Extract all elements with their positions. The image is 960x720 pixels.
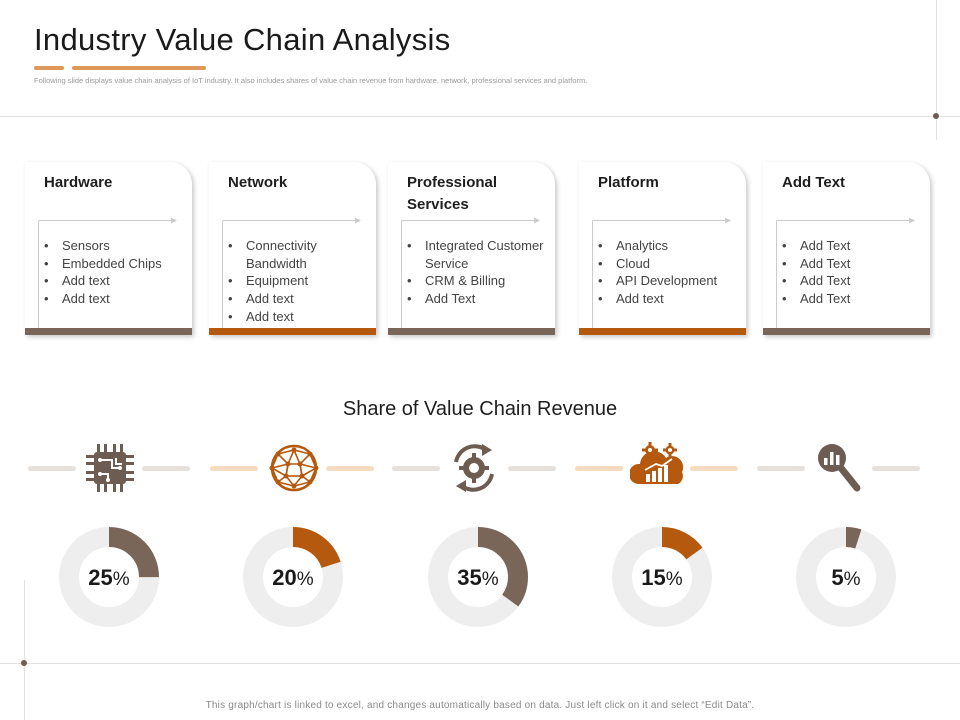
magnifier-chart-icon <box>818 444 861 492</box>
right-frame-line <box>936 0 937 140</box>
list-item: Add text <box>598 290 718 308</box>
list-item: Equipment <box>228 272 373 290</box>
list-item: Add text <box>228 308 373 326</box>
footnote: This graph/chart is linked to excel, and… <box>205 700 755 711</box>
donut-unit: % <box>665 569 683 590</box>
page-subtitle: Following slide displays value chain ana… <box>34 76 588 85</box>
donut-value: 5 <box>831 565 844 590</box>
list-item: Add Text <box>407 290 552 308</box>
donut-segment-add-text[interactable] <box>796 527 896 627</box>
list-item: Analytics <box>598 237 718 255</box>
list-item: Sensors <box>44 237 189 255</box>
title-accent-bar-short <box>34 66 64 70</box>
donut-value: 15 <box>641 565 666 590</box>
card-bottom-bar <box>579 328 746 335</box>
card-hardware: Hardware Sensors Embedded Chips Add text… <box>25 162 192 335</box>
card-arrow <box>38 218 177 328</box>
list-item: Add Text <box>782 272 927 290</box>
card-arrow <box>776 218 915 328</box>
card-list: Connectivity Bandwidth Equipment Add tex… <box>228 237 373 326</box>
list-item: CRM & Billing <box>407 272 552 290</box>
card-title: Hardware <box>44 174 113 191</box>
page-title: Industry Value Chain Analysis <box>34 22 451 57</box>
donut-unit: % <box>481 569 499 590</box>
list-item: Add text <box>44 290 189 308</box>
donut-value-label: 5% <box>791 565 901 591</box>
list-item: Cloud <box>598 255 718 273</box>
connector-line <box>210 466 258 471</box>
list-item: Embedded Chips <box>44 255 189 273</box>
list-item: Add Text <box>782 237 927 255</box>
connector-line <box>142 466 190 471</box>
connector-line <box>690 466 738 471</box>
card-title: Professional Services <box>407 174 498 213</box>
gear-cycle-icon <box>454 444 494 492</box>
title-accent-bar-long <box>72 66 206 70</box>
card-title: Platform <box>598 174 659 191</box>
card-title: Add Text <box>782 174 846 191</box>
connector-line <box>872 466 920 471</box>
network-globe-icon <box>269 444 319 492</box>
card-title: Network <box>228 174 288 191</box>
list-item: API Development <box>598 272 718 290</box>
cloud-analytics-icon <box>630 442 684 484</box>
connector-line <box>508 466 556 471</box>
card-professional-services: Professional Services Integrated Custome… <box>388 162 555 335</box>
card-bottom-bar <box>388 328 555 335</box>
chart-title: Share of Value Chain Revenue <box>342 398 618 420</box>
footer-divider <box>0 663 960 664</box>
donut-value-label: 35% <box>423 565 533 591</box>
connector-line <box>28 466 76 471</box>
left-frame-dot <box>21 660 27 666</box>
card-bottom-bar <box>25 328 192 335</box>
list-item: Add text <box>44 272 189 290</box>
donut-unit: % <box>296 569 314 590</box>
donut-value-label: 25% <box>54 565 164 591</box>
donut-segment-hardware[interactable] <box>59 527 159 627</box>
donut-unit: % <box>112 569 130 590</box>
donut-value: 20 <box>272 565 297 590</box>
card-arrow <box>592 218 731 328</box>
donut-value: 35 <box>457 565 482 590</box>
donut-value-label: 20% <box>238 565 348 591</box>
card-bottom-bar <box>209 328 376 335</box>
list-item: Add Text <box>782 290 927 308</box>
list-item: Add Text <box>782 255 927 273</box>
card-platform: Platform Analytics Cloud API Development… <box>579 162 746 335</box>
circuit-chip-icon <box>86 444 134 492</box>
donut-segment-platform[interactable] <box>612 527 712 627</box>
left-frame-line <box>24 580 25 720</box>
card-list: Add Text Add Text Add Text Add Text <box>782 237 927 308</box>
connector-line <box>575 466 623 471</box>
card-bottom-bar <box>763 328 930 335</box>
card-arrow <box>401 218 540 328</box>
donut-value: 25 <box>88 565 113 590</box>
donut-unit: % <box>843 569 861 590</box>
card-arrow <box>222 218 361 328</box>
card-list: Sensors Embedded Chips Add text Add text <box>44 237 189 308</box>
connector-line <box>392 466 440 471</box>
connector-line <box>757 466 805 471</box>
card-add-text: Add Text Add Text Add Text Add Text Add … <box>763 162 930 335</box>
donut-segment-professional-services[interactable] <box>428 527 528 627</box>
card-list: Integrated Customer Service CRM & Billin… <box>407 237 552 308</box>
card-list: Analytics Cloud API Development Add text <box>598 237 718 308</box>
card-network: Network Connectivity Bandwidth Equipment… <box>209 162 376 335</box>
right-frame-dot <box>933 113 939 119</box>
donut-segment-network[interactable] <box>243 527 343 627</box>
header-divider <box>0 116 960 117</box>
list-item: Connectivity Bandwidth <box>228 237 373 272</box>
connector-line <box>326 466 374 471</box>
list-item: Add text <box>228 290 373 308</box>
donut-value-label: 15% <box>607 565 717 591</box>
list-item: Integrated Customer Service <box>407 237 552 272</box>
